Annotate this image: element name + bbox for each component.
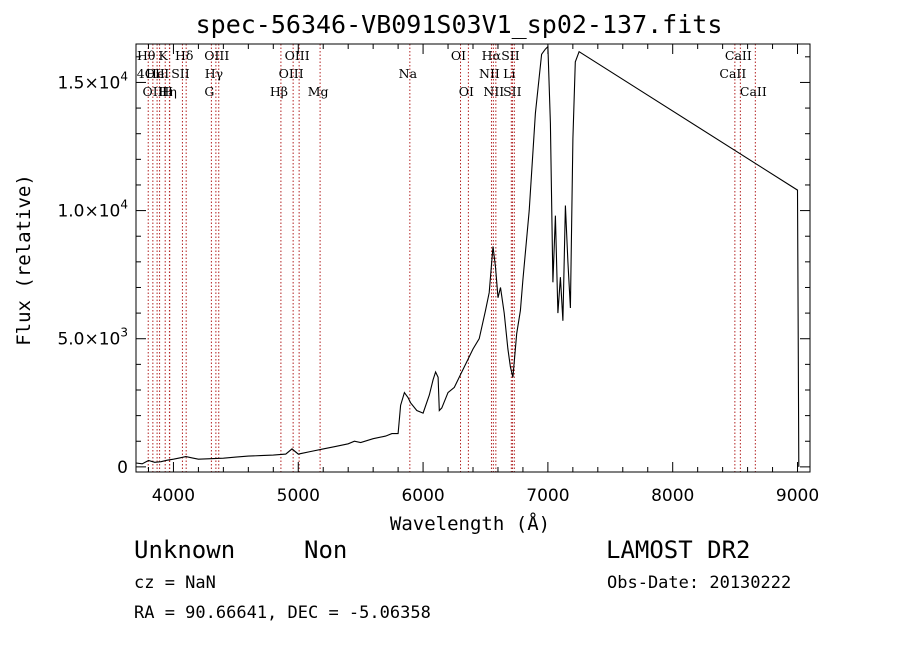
line-marker-label: NII [483, 84, 504, 99]
line-marker-label: OIII [279, 66, 304, 81]
line-marker-label: CaII [725, 48, 752, 63]
line-marker-label: Mg [308, 84, 329, 99]
line-marker-label: Hθ [137, 48, 155, 63]
line-marker-label: OIII [204, 48, 229, 63]
x-tick-label: 9000 [776, 486, 819, 506]
line-marker-label: 4OII [137, 66, 165, 81]
x-tick-label: 6000 [401, 486, 444, 506]
line-marker-label: OIII [285, 48, 310, 63]
chart-title: spec-56346-VB091S03V1_sp02-137.fits [196, 10, 723, 39]
line-marker-label: OI [459, 84, 474, 99]
y-tick-exponent: 3 [120, 326, 128, 340]
y-tick-label: 1.0×104 [57, 198, 128, 222]
x-tick-label: 7000 [526, 486, 569, 506]
line-marker-label: G [204, 84, 214, 99]
line-marker-label: K [159, 48, 169, 63]
x-tick-label: 4000 [152, 486, 195, 506]
y-tick-label: 5.0×103 [57, 326, 128, 350]
line-marker-label: Hβ [270, 84, 288, 99]
x-tick-label: 5000 [277, 486, 320, 506]
line-marker-label: H [162, 84, 173, 99]
line-marker-label: SII [503, 84, 522, 99]
line-marker-label: CaII [740, 84, 767, 99]
survey-label: LAMOST DR2 [606, 536, 751, 564]
line-marker-label: OIII [143, 84, 168, 99]
line-marker-label: NII [479, 66, 500, 81]
line-marker-label: Hδ [175, 48, 193, 63]
object-class: Unknown [134, 536, 236, 564]
line-marker-label: HeI [146, 66, 169, 81]
x-tick-label: 8000 [651, 486, 694, 506]
coordinates-label: RA = 90.66641, DEC = -5.06358 [134, 603, 431, 623]
x-axis-label: Wavelength (Å) [390, 512, 550, 535]
redshift-label: cz = NaN [134, 573, 216, 593]
line-marker-label: Hγ [205, 66, 223, 81]
line-marker-label: Hα [482, 48, 502, 63]
y-tick-label: 0 [117, 458, 128, 478]
line-marker-label: SII [501, 48, 520, 63]
line-marker-label: Li [503, 66, 515, 81]
line-marker-label: OI [451, 48, 466, 63]
object-subclass: Non [304, 536, 348, 564]
plot-frame [135, 43, 811, 473]
y-tick-exponent: 4 [120, 69, 128, 83]
spectrum-line [135, 45, 800, 467]
line-marker-label: Hη [159, 84, 177, 99]
line-marker-label: SII [171, 66, 190, 81]
line-marker-label: CaII [719, 66, 746, 81]
obs-date-label: Obs-Date: 20130222 [607, 573, 792, 593]
line-marker-label: Na [399, 66, 418, 81]
y-tick-label: 1.5×104 [57, 69, 128, 93]
y-tick-exponent: 4 [120, 198, 128, 212]
y-axis-label: Flux (relative) [13, 174, 35, 346]
